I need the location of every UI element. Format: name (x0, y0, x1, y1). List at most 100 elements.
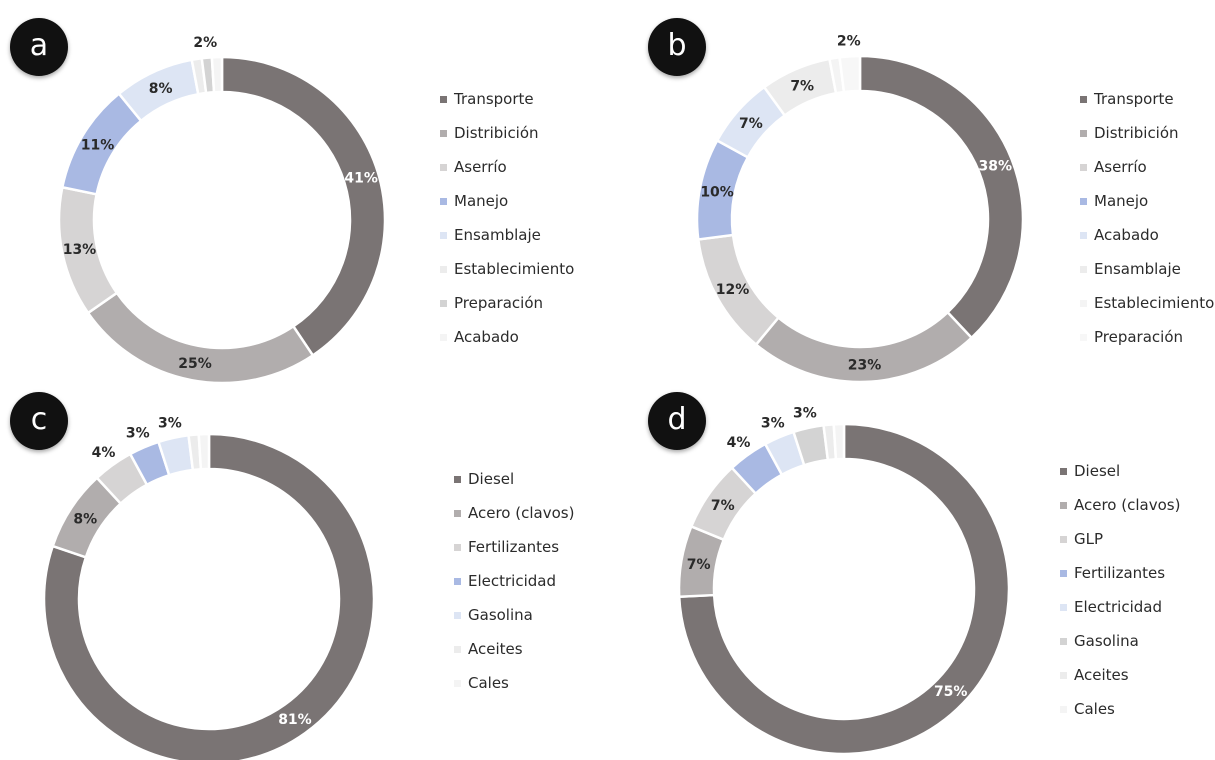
legend-b: Transporte Distribición Aserrío Manejo Acaba… (1080, 82, 1214, 354)
legend-swatch (1060, 569, 1067, 577)
data-label-d-3: 7% (711, 498, 735, 514)
legend-item: Establecimiento (1080, 286, 1214, 320)
legend-label: Diesel (1074, 462, 1121, 480)
donut-chart-a: 41% 25% 13% 11% 8% 2% (57, 35, 387, 385)
legend-item: Gasolina (1060, 624, 1180, 658)
legend-label: Diesel (468, 470, 515, 488)
legend-label: Aceites (1074, 666, 1129, 684)
legend-label: Acero (clavos) (1074, 496, 1181, 514)
legend-label: Gasolina (1074, 632, 1139, 650)
legend-item: Preparación (1080, 320, 1214, 354)
legend-label: Fertilizantes (1074, 564, 1166, 582)
legend-label: Aceites (468, 640, 523, 658)
legend-swatch (454, 509, 461, 517)
data-label-d-6: 3% (793, 405, 817, 421)
chart-panel-a: 41% 25% 13% 11% 8% 2% a Transporte Distribició… (0, 0, 600, 385)
data-label-b-4: 10% (700, 185, 734, 201)
legend-label: Manejo (454, 192, 509, 210)
slice-d-8 (832, 422, 846, 461)
data-label-c-2: 8% (73, 512, 97, 528)
data-label-a-4: 11% (81, 138, 115, 154)
legend-label: Gasolina (468, 606, 533, 624)
legend-item: Aceites (1060, 658, 1180, 692)
legend-swatch (1060, 705, 1067, 713)
legend-item: Transporte (440, 82, 574, 116)
slice-c-1 (42, 432, 376, 760)
legend-swatch (1080, 95, 1087, 103)
panel-label-b: b (648, 18, 706, 76)
legend-label: Transporte (1094, 90, 1174, 108)
legend-label: Cales (1074, 700, 1115, 718)
legend-swatch (440, 299, 447, 307)
slice-a-8 (210, 55, 224, 94)
data-label-d-2: 7% (687, 557, 711, 573)
slice-a-1 (220, 55, 387, 358)
legend-label: Transporte (454, 90, 534, 108)
legend-item: Aserrío (440, 150, 574, 184)
legend-item: Gasolina (454, 598, 574, 632)
legend-item: Aceites (454, 632, 574, 666)
data-label-c-1: 81% (278, 712, 312, 728)
data-label-b-6: 7% (790, 78, 814, 94)
data-label-c-4: 3% (126, 426, 150, 442)
legend-c: Diesel Acero (clavos) Fertilizantes Electri… (454, 462, 574, 700)
legend-label: Aserrío (454, 158, 507, 176)
legend-d: Diesel Acero (clavos) GLP Fertilizantes Elec… (1060, 454, 1180, 726)
legend-swatch (440, 95, 447, 103)
panel-label-d: d (648, 392, 706, 450)
legend-label: Distribición (454, 124, 539, 142)
data-label-b-5: 7% (739, 116, 763, 132)
legend-label: Ensamblaje (454, 226, 541, 244)
legend-item: Diesel (454, 462, 574, 496)
legend-label: Electricidad (1074, 598, 1162, 616)
legend-label: Preparación (1094, 328, 1184, 346)
legend-item: Electricidad (454, 564, 574, 598)
data-label-d-1: 75% (934, 684, 968, 700)
legend-label: Fertilizantes (468, 538, 560, 556)
data-label-a-3: 13% (63, 242, 97, 258)
legend-swatch (454, 611, 461, 619)
data-label-b-8: 2% (837, 33, 861, 49)
slice-d-1 (677, 422, 1011, 756)
legend-item: Fertilizantes (454, 530, 574, 564)
legend-label: Electricidad (468, 572, 556, 590)
legend-label: Cales (468, 674, 509, 692)
legend-swatch (1060, 603, 1067, 611)
legend-label: Establecimiento (1094, 294, 1215, 312)
legend-swatch (440, 129, 447, 137)
slice-b-1 (858, 54, 1025, 340)
legend-item: Fertilizantes (1060, 556, 1180, 590)
legend-item: Ensamblaje (1080, 252, 1214, 286)
data-label-d-5: 3% (761, 416, 785, 432)
data-label-b-3: 12% (716, 282, 750, 298)
legend-item: Acero (clavos) (1060, 488, 1180, 522)
legend-item: Transporte (1080, 82, 1214, 116)
legend-item: Manejo (440, 184, 574, 218)
legend-swatch (1060, 671, 1067, 679)
legend-label: Aserrío (1094, 158, 1147, 176)
legend-label: Ensamblaje (1094, 260, 1181, 278)
panel-label-c: c (10, 392, 68, 450)
legend-item: GLP (1060, 522, 1180, 556)
legend-swatch (440, 197, 447, 205)
legend-label: Acero (clavos) (468, 504, 575, 522)
legend-item: Ensamblaje (440, 218, 574, 252)
legend-swatch (1060, 467, 1067, 475)
legend-swatch (1080, 333, 1087, 341)
legend-item: Distribición (1080, 116, 1214, 150)
legend-swatch (440, 265, 447, 273)
legend-item: Distribición (440, 116, 574, 150)
slice-b-8 (838, 54, 862, 94)
donut-chart-c: 81% 8% 4% 3% 3% (42, 415, 376, 760)
legend-item: Manejo (1080, 184, 1214, 218)
legend-swatch (454, 475, 461, 483)
legend-swatch (454, 679, 461, 687)
data-label-c-3: 4% (92, 445, 116, 461)
legend-label: Establecimiento (454, 260, 575, 278)
legend-item: Acabado (440, 320, 574, 354)
data-label-a-2: 25% (178, 356, 212, 372)
legend-swatch (440, 163, 447, 171)
legend-swatch (440, 333, 447, 341)
legend-item: Aserrío (1080, 150, 1214, 184)
legend-swatch (1060, 535, 1067, 543)
